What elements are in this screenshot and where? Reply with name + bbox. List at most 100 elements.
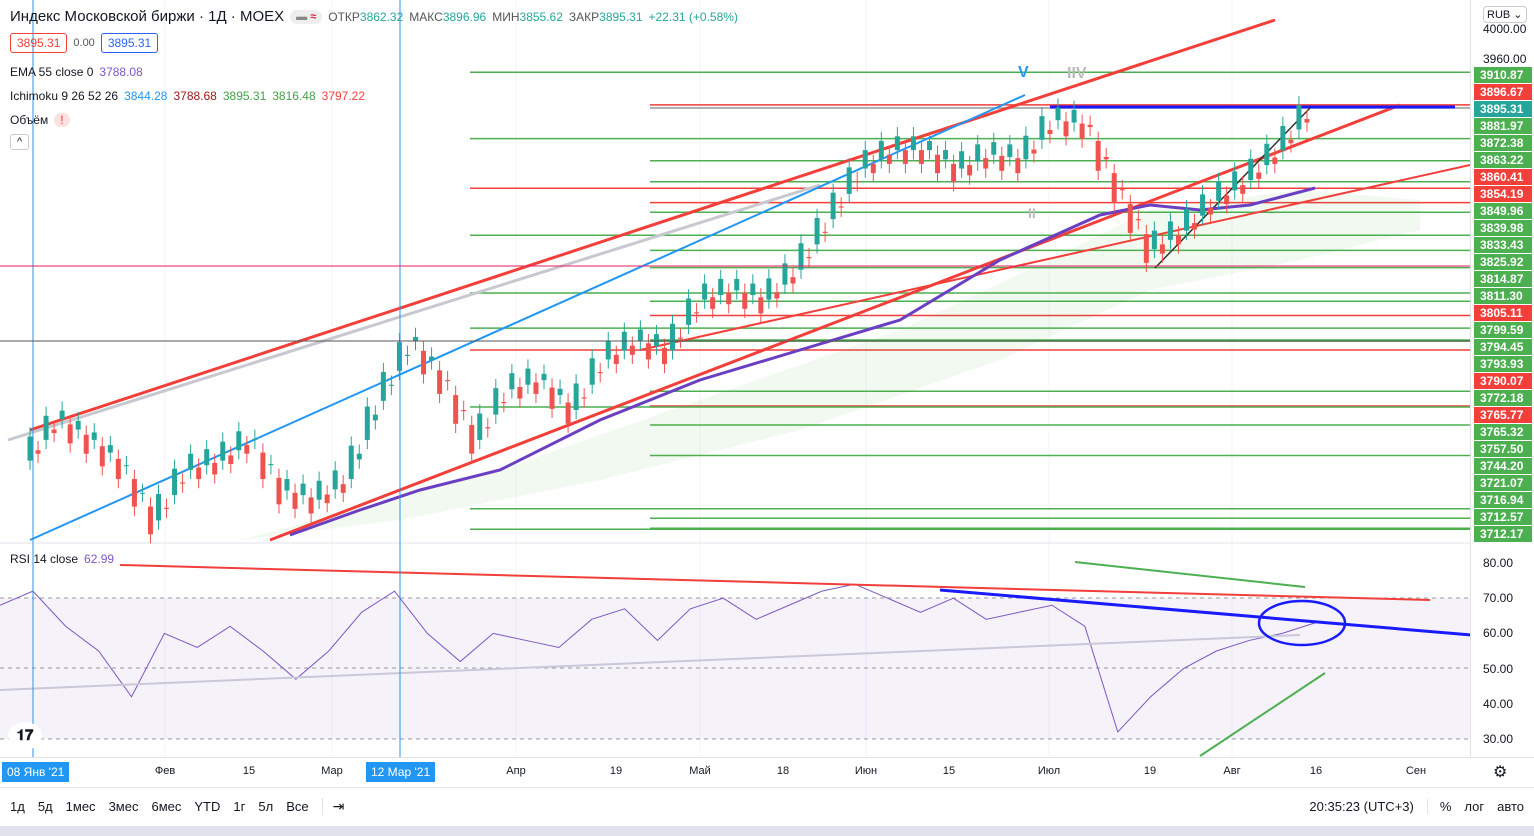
candle-body [180,482,186,484]
candle-body [870,163,876,174]
candle-body [421,350,427,375]
candle-body [413,336,418,342]
range-button-1[interactable]: 5д [37,799,53,814]
candle-body [51,429,57,434]
currency-select[interactable]: RUB ⌄ [1483,6,1527,23]
ichimoku-legend[interactable]: Ichimoku 9 26 52 26 3844.28 3788.68 3895… [10,89,366,103]
candle-body [991,142,997,155]
range-button-5[interactable]: YTD [194,799,221,814]
candle-body [653,334,659,346]
candle-body [694,312,700,314]
date-range-icon[interactable]: ⇥ [321,798,344,815]
clock[interactable]: 20:35:23 (UTC+3) [1309,799,1414,814]
price-level-label: 3872.38 [1474,135,1532,151]
candle-body [300,483,306,496]
range-button-6[interactable]: 1г [233,799,246,814]
warning-icon[interactable]: ! [54,113,70,127]
price-level-label: 3712.17 [1474,526,1532,542]
range-button-3[interactable]: 3мес [108,799,139,814]
candle-body [485,427,491,429]
candle-body [862,150,868,169]
trend-line-upper [29,18,1276,432]
spread: 0.00 [73,37,95,49]
price-level-label: 3896.67 [1474,84,1532,100]
auto-toggle[interactable]: авто [1497,799,1524,814]
candle-body [758,297,764,314]
candle-body [252,438,258,440]
candle-body [260,452,266,480]
candle-body [1248,158,1254,181]
candle-body [196,467,202,480]
candle-body [453,395,459,424]
candle-body [886,154,892,164]
candle-body [750,283,756,296]
market-status-pill[interactable]: ▬ ≈ [290,9,323,24]
candle-body [661,347,667,365]
time-tick: Май [689,765,711,777]
percent-toggle[interactable]: % [1426,799,1451,814]
candle-body [629,345,635,355]
collapse-legend-button[interactable]: ^ [10,134,30,150]
candle-body [597,372,603,374]
settings-gear-icon[interactable]: ⚙ [1493,764,1508,781]
chart-canvas[interactable]: V IIV II [0,0,1496,757]
time-tick: 19 [1143,765,1157,777]
time-tick: Авг [1223,765,1241,777]
candle-body [67,424,73,444]
candle-body [1232,171,1238,191]
rsi-tick: 40.00 [1483,696,1514,711]
tradingview-logo-icon[interactable]: 𝟏𝟕 [8,722,42,750]
price-level-label: 3860.41 [1474,169,1532,185]
ema-legend[interactable]: EMA 55 close 0 3788.08 [10,65,143,79]
candle-body [1151,230,1157,250]
time-axis[interactable]: Фев 15 Мар Апр 19 Май 18 Июн 15 Июл 19 Авг 16 Сен 08 … [0,757,1534,785]
candle-body [581,397,587,399]
candle-body [1127,204,1133,233]
range-button-2[interactable]: 1мес [65,799,96,814]
rsi-legend[interactable]: RSI 14 close 62.99 [10,552,115,566]
candle-body [388,384,394,386]
time-tick: Июл [1037,765,1061,777]
candle-body [927,140,932,151]
candle-body [372,414,378,421]
candle-body [1063,121,1069,137]
buy-button[interactable]: 3895.31 [100,33,159,53]
candle-body [1240,185,1246,194]
candle-body [1175,235,1181,245]
sell-button[interactable]: 3895.31 [10,33,68,53]
candle-body [115,458,121,480]
candle-body [1256,172,1262,179]
price-axis[interactable]: RUB ⌄ 4000.00 3960.00 3910.87 3896.67 3895… [1470,0,1534,757]
candle-body [613,354,619,365]
price-level-label: 3799.59 [1474,322,1532,338]
candle-body [156,493,161,521]
candle-body [27,436,33,461]
price-level-label: 3833.43 [1474,237,1532,253]
candle-body [1224,195,1230,205]
range-button-0[interactable]: 1д [10,799,25,814]
candle-body [1304,119,1310,123]
volume-legend[interactable]: Объём ! [10,113,70,127]
candle-body [766,278,772,300]
range-button-7[interactable]: 5л [258,799,274,814]
candle-body [204,449,210,466]
candles [27,96,1310,544]
candle-body [967,165,973,176]
candle-body [220,441,226,461]
price-level-label: 3805.11 [1474,305,1532,321]
candle-body [573,383,579,411]
candle-body [517,387,523,399]
candle-body [445,380,451,382]
range-button-8[interactable]: Все [286,799,309,814]
candle-body [268,464,274,466]
log-toggle[interactable]: лог [1464,799,1485,814]
symbol-title[interactable]: Индекс Московской биржи · 1Д · MOEX [10,8,285,25]
price-level-label: 3863.22 [1474,152,1532,168]
candle-body [35,450,41,454]
candle-body [726,292,732,305]
trend-line-mid [639,164,1471,351]
range-button-4[interactable]: 6мес [151,799,182,814]
candle-body [228,455,234,465]
candle-body [1208,208,1214,215]
chart-area[interactable]: V IIV II [0,0,1496,757]
